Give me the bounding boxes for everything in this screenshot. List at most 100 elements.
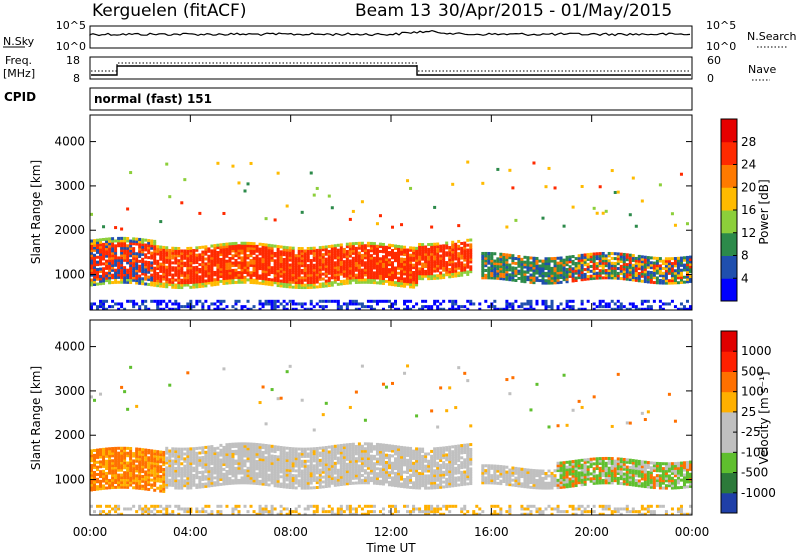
heatmap-cell (108, 483, 112, 487)
heatmap-cell (198, 510, 202, 514)
heatmap-cell (138, 279, 142, 283)
heatmap-cell (294, 447, 298, 451)
heatmap-cell (198, 255, 202, 259)
heatmap-cell (216, 307, 220, 310)
heatmap-cell (270, 256, 274, 260)
heatmap-cell (183, 256, 187, 260)
heatmap-cell (670, 281, 674, 285)
heatmap-cell (430, 264, 434, 268)
heatmap-cell (105, 252, 109, 256)
heatmap-cell (231, 459, 235, 463)
heatmap-cell (589, 257, 593, 261)
heatmap-cell (183, 459, 187, 463)
heatmap-cell (421, 299, 425, 303)
heatmap-cell (387, 466, 391, 470)
heatmap-cell (177, 273, 181, 277)
heatmap-cell (562, 258, 566, 262)
heatmap-cell (189, 271, 193, 275)
heatmap-cell (162, 455, 166, 459)
heatmap-cell (366, 476, 370, 480)
heatmap-cell (162, 477, 166, 481)
heatmap-cell (132, 269, 136, 273)
heatmap-cell (357, 471, 361, 475)
heatmap-cell (264, 258, 268, 262)
heatmap-cell (207, 482, 211, 486)
heatmap-cell (225, 249, 229, 253)
heatmap-cell (114, 226, 118, 230)
heatmap-cell (421, 469, 425, 473)
heatmap-cell (141, 238, 145, 242)
heatmap-cell (111, 466, 115, 470)
heatmap-cell (354, 390, 358, 394)
heatmap-cell (682, 263, 686, 267)
heatmap-cell (258, 299, 262, 303)
heatmap-cell (646, 260, 650, 264)
heatmap-cell (276, 252, 280, 256)
heatmap-cell (246, 266, 250, 270)
heatmap-cell (207, 465, 211, 469)
heatmap-cell (180, 486, 184, 490)
heatmap-cell (457, 266, 461, 270)
heatmap-cell (102, 305, 106, 309)
heatmap-cell (610, 299, 614, 303)
heatmap-cell (141, 248, 145, 252)
heatmap-cell (667, 262, 671, 266)
heatmap-cell (147, 487, 151, 491)
heatmap-cell (150, 241, 154, 245)
heatmap-cell (255, 442, 259, 446)
heatmap-cell (339, 468, 343, 472)
heatmap-cell (369, 510, 373, 514)
heatmap-cell (351, 251, 355, 255)
heatmap-cell (360, 253, 364, 257)
heatmap-cell (673, 281, 677, 285)
heatmap-cell (391, 251, 394, 255)
heatmap-cell (490, 259, 494, 263)
heatmap-cell (469, 299, 473, 303)
heatmap-cell (652, 281, 656, 285)
heatmap-cell (174, 278, 178, 282)
heatmap-cell (360, 478, 364, 482)
heatmap-cell (141, 460, 145, 464)
heatmap-cell (177, 484, 181, 488)
heatmap-cell (451, 270, 455, 274)
heatmap-cell (406, 277, 410, 281)
heatmap-cell (309, 469, 313, 473)
heatmap-cell (306, 484, 310, 488)
heatmap-cell (258, 472, 262, 476)
heatmap-cell (327, 465, 331, 469)
heatmap-cell (484, 264, 488, 268)
heatmap-cell (339, 458, 343, 462)
heatmap-cell (324, 463, 328, 467)
heatmap-cell (454, 242, 458, 246)
heatmap-cell (312, 478, 316, 482)
heatmap-cell (375, 266, 379, 270)
heatmap-cell (294, 256, 298, 260)
heatmap-cell (330, 510, 334, 514)
heatmap-cell (526, 268, 530, 272)
heatmap-cell (294, 457, 298, 461)
heatmap-cell (327, 279, 331, 283)
heatmap-cell (261, 252, 265, 256)
heatmap-cell (409, 454, 413, 458)
heatmap-cell (366, 442, 370, 446)
heatmap-cell (400, 472, 404, 476)
heatmap-cell (249, 442, 253, 446)
heatmap-cell (237, 442, 241, 446)
heatmap-cell (430, 269, 434, 273)
heatmap-cell (132, 266, 136, 270)
heatmap-cell (345, 467, 349, 471)
heatmap-cell (604, 273, 608, 277)
heatmap-cell (508, 278, 512, 282)
heatmap-cell (213, 244, 217, 248)
heatmap-cell (517, 255, 521, 259)
heatmap-cell (391, 504, 394, 508)
heatmap-cell (234, 271, 238, 275)
heatmap-cell (409, 510, 413, 514)
heatmap-cell (649, 275, 653, 279)
heatmap-cell (309, 285, 313, 289)
heatmap-cell (664, 302, 668, 306)
heatmap-cell (339, 253, 343, 257)
heatmap-cell (661, 266, 665, 270)
heatmap-cell (378, 510, 382, 514)
heatmap-cell (225, 452, 229, 456)
